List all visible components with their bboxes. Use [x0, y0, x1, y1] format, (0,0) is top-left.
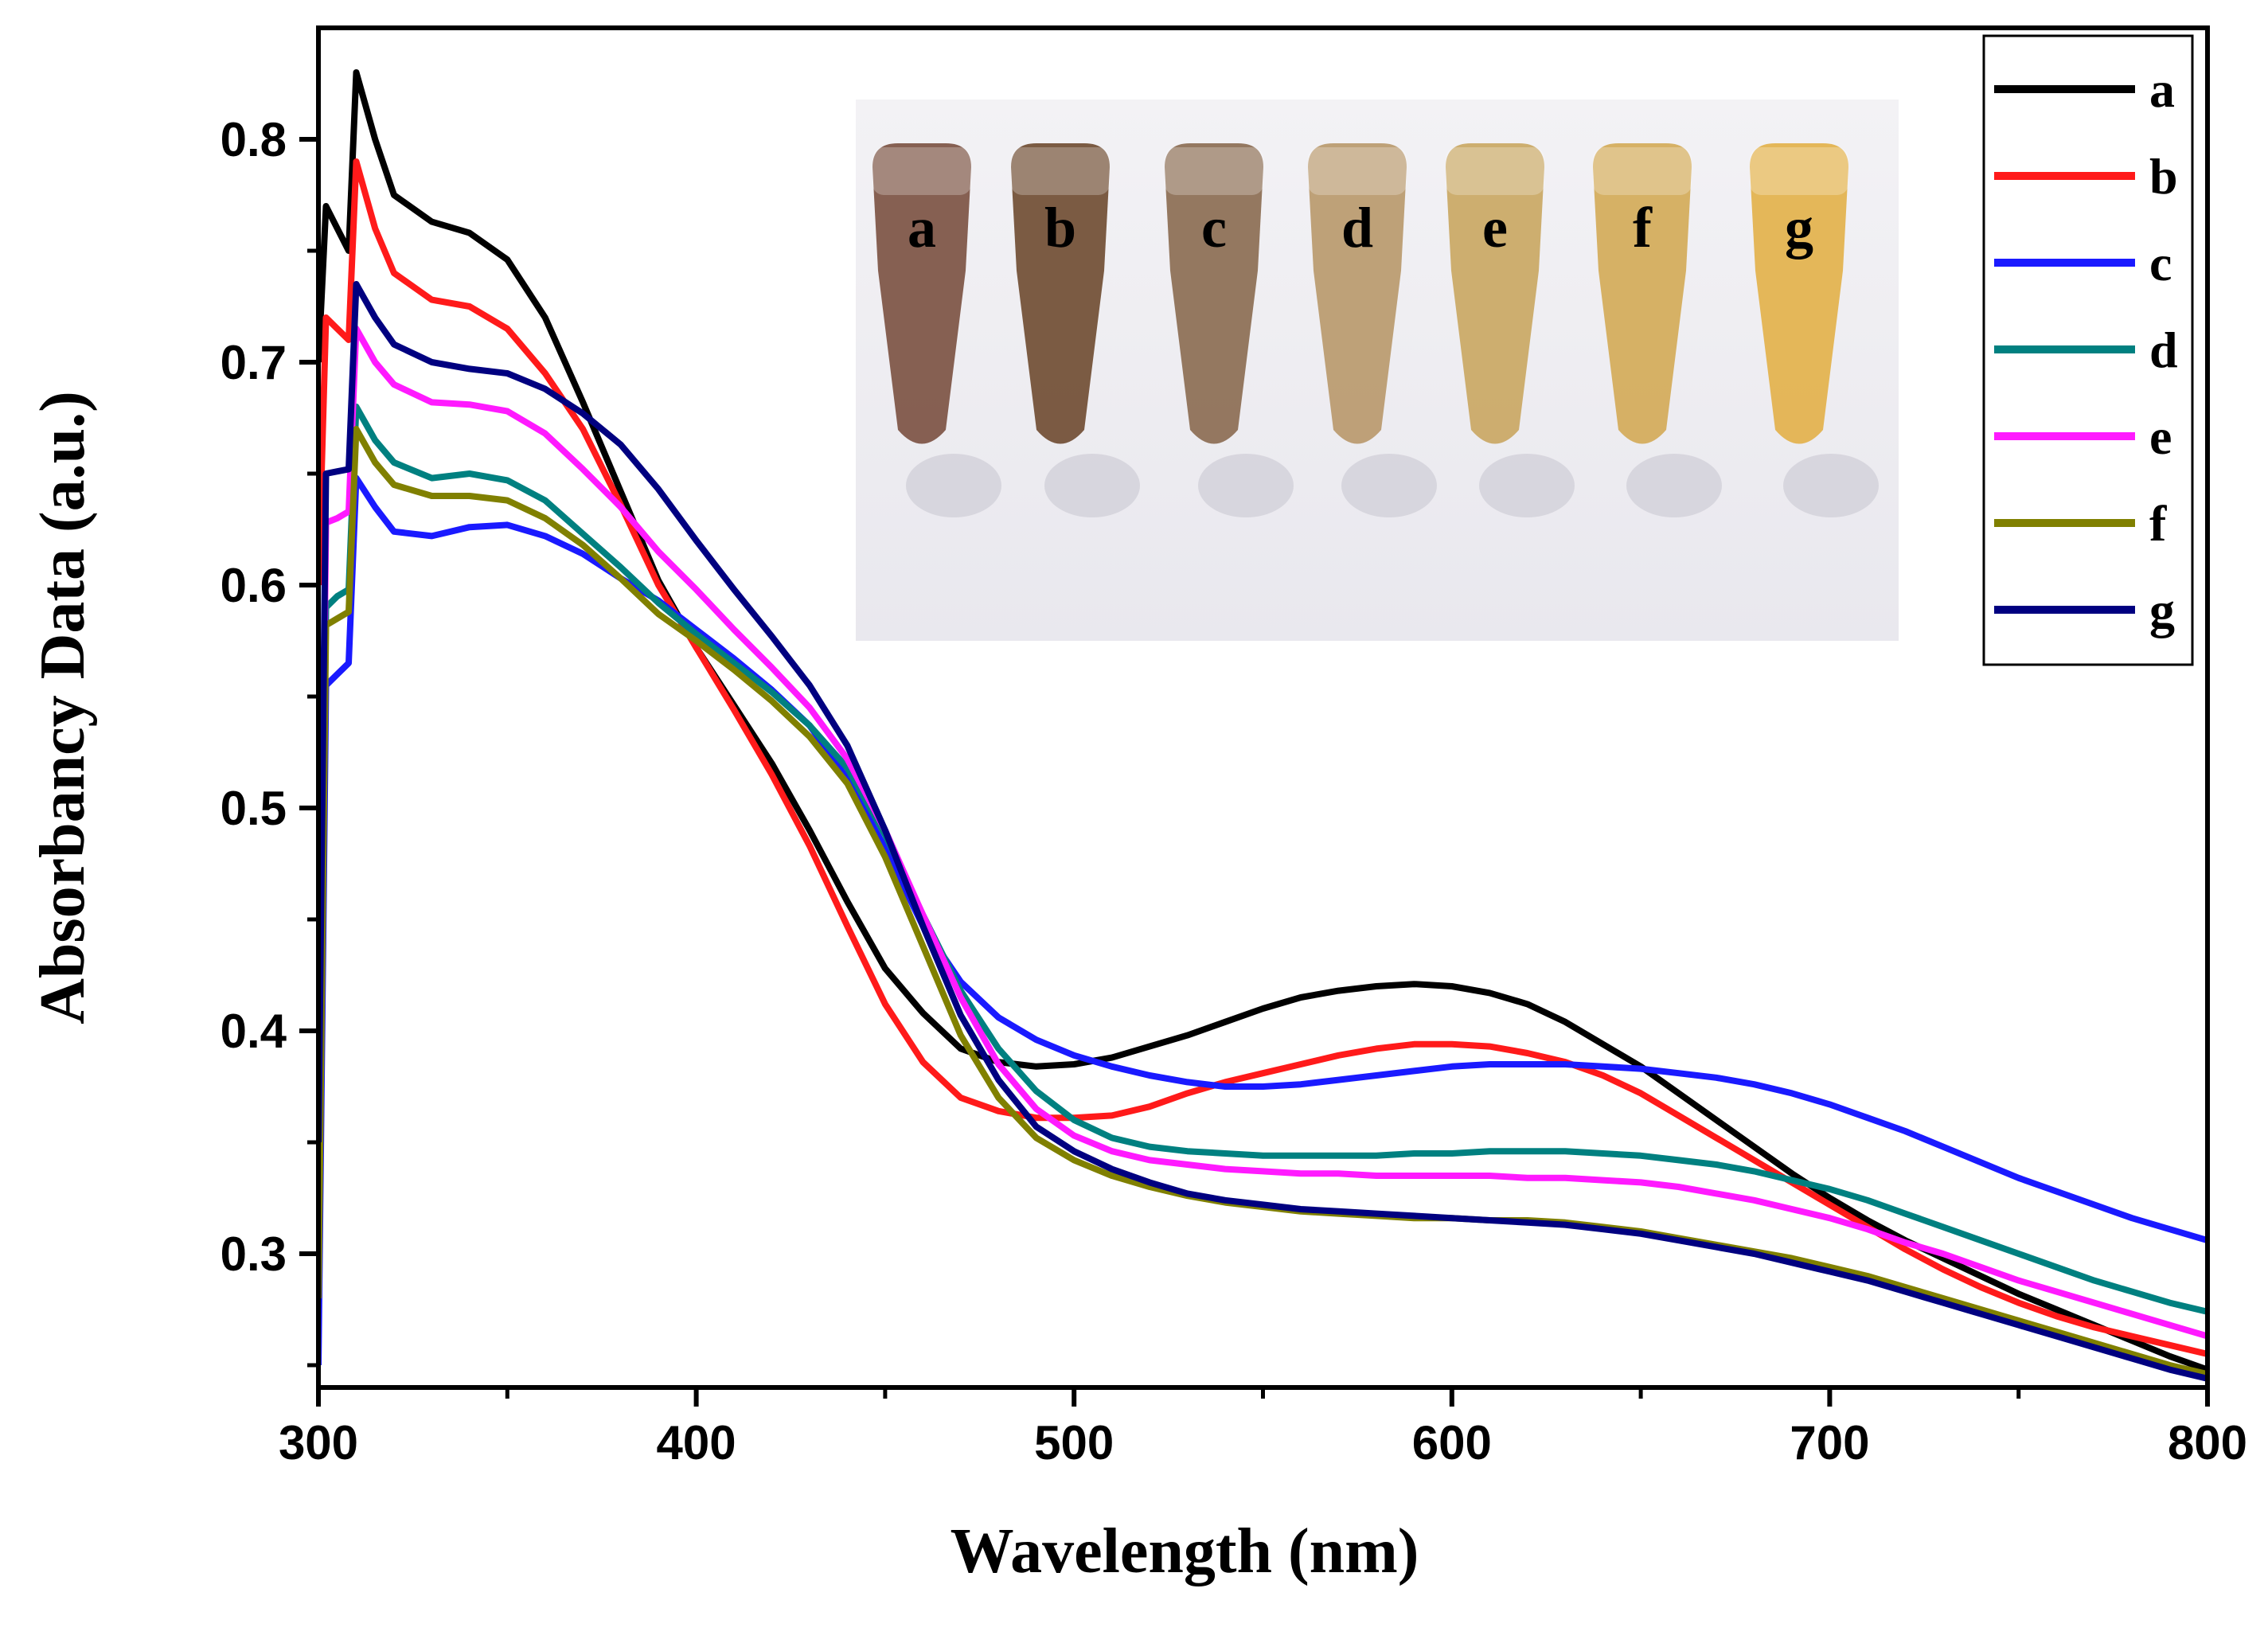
vial-label-c: c — [1201, 196, 1227, 260]
y-tick-label: 0.8 — [221, 113, 287, 166]
vial-tube — [1165, 143, 1263, 444]
vial-cap — [1750, 147, 1848, 195]
vial-cap — [1446, 147, 1544, 195]
x-tick-label: 600 — [1412, 1416, 1492, 1469]
legend-label-f: f — [2149, 495, 2167, 552]
vial-tube — [1308, 143, 1407, 444]
series-line-g — [318, 281, 2207, 1382]
vial-label-g: g — [1785, 196, 1813, 260]
vial-label-b: b — [1044, 196, 1076, 260]
legend-label-d: d — [2149, 322, 2178, 378]
vial-label-d: d — [1341, 196, 1373, 260]
y-tick-label: 0.4 — [221, 1005, 287, 1058]
vial-cap — [872, 147, 971, 195]
y-tick-label: 0.7 — [221, 336, 287, 389]
vial-label-a: a — [908, 196, 936, 260]
vial-f: f — [1593, 143, 1722, 517]
vial-group: a b c d e f g — [872, 143, 1879, 517]
vial-shadow — [1198, 454, 1294, 517]
series-line-a — [318, 69, 2207, 1373]
vial-tube — [1446, 143, 1544, 444]
vial-tube — [1750, 143, 1848, 444]
vial-cap — [1011, 147, 1110, 195]
vial-shadow — [1626, 454, 1722, 517]
inset-photo: a b c d e f g — [856, 100, 1899, 641]
legend-label-b: b — [2149, 148, 2178, 205]
vial-g: g — [1750, 143, 1879, 517]
series-line-c — [318, 474, 2207, 1366]
legend-label-a: a — [2149, 61, 2175, 118]
x-tick-label: 400 — [657, 1416, 736, 1469]
x-axis: 300 400 500 600 700 800 — [279, 1387, 2247, 1469]
legend-label-e: e — [2149, 408, 2172, 465]
x-tick-label: 500 — [1034, 1416, 1114, 1469]
legend-label-g: g — [2149, 582, 2175, 638]
x-tick-label: 300 — [279, 1416, 358, 1469]
series-line-e — [318, 326, 2207, 1340]
vial-label-e: e — [1482, 196, 1508, 260]
vial-shadow — [1479, 454, 1575, 517]
vial-cap — [1165, 147, 1263, 195]
vial-label-f: f — [1633, 196, 1653, 260]
vial-cap — [1308, 147, 1407, 195]
vial-tube — [1011, 143, 1110, 444]
y-tick-label: 0.5 — [221, 782, 287, 835]
y-axis-title: Absorbancy Data (a.u.) — [28, 391, 98, 1024]
vial-e: e — [1446, 143, 1575, 517]
y-axis: 0.3 0.4 0.5 0.6 0.7 0.8 — [221, 113, 318, 1368]
x-tick-label: 800 — [2168, 1416, 2247, 1469]
series-line-d — [318, 404, 2207, 1315]
vial-tube — [1593, 143, 1692, 444]
vial-a: a — [872, 143, 1001, 517]
vial-shadow — [906, 454, 1001, 517]
legend-label-c: c — [2149, 235, 2172, 291]
vial-shadow — [1044, 454, 1140, 517]
vial-shadow — [1783, 454, 1879, 517]
x-tick-label: 700 — [1790, 1416, 1869, 1469]
y-tick-label: 0.6 — [221, 559, 287, 612]
x-axis-title: Wavelength (nm) — [951, 1516, 1419, 1586]
vial-d: d — [1308, 143, 1437, 517]
y-tick-label: 0.3 — [221, 1227, 287, 1281]
vial-tube — [872, 143, 971, 444]
vial-cap — [1593, 147, 1692, 195]
vial-c: c — [1165, 143, 1294, 517]
vial-shadow — [1341, 454, 1437, 517]
vial-b: b — [1011, 143, 1140, 517]
series-layer — [318, 69, 2207, 1382]
